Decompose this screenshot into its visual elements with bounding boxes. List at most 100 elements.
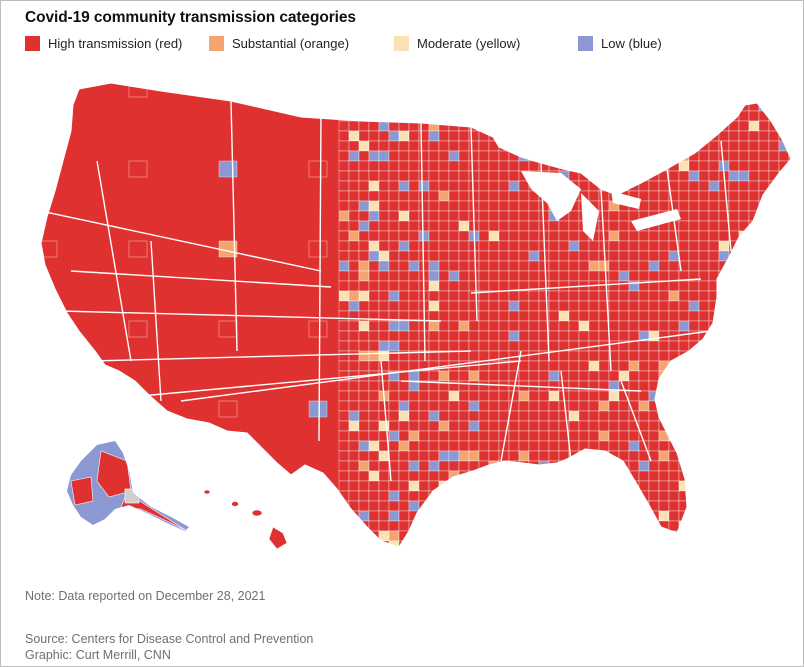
county-high xyxy=(338,180,350,192)
county-low xyxy=(448,450,460,462)
county-high xyxy=(348,380,360,392)
county-high xyxy=(458,230,470,242)
county-moderate xyxy=(368,180,380,192)
county-high xyxy=(448,400,460,412)
county-high xyxy=(578,240,590,252)
county-high xyxy=(528,360,540,372)
county-high xyxy=(688,220,700,232)
county-high xyxy=(608,510,620,522)
county-high xyxy=(718,220,730,232)
county-high xyxy=(748,280,760,292)
county-high xyxy=(358,230,370,242)
county-low xyxy=(428,110,440,122)
county-high xyxy=(488,390,500,402)
county-high xyxy=(408,160,420,172)
lower-48-outline xyxy=(40,82,792,548)
county-substantial xyxy=(388,530,400,542)
county-high xyxy=(458,440,470,452)
county-high xyxy=(718,480,730,492)
county-high xyxy=(548,220,560,232)
county-high xyxy=(508,530,520,542)
county-high xyxy=(618,250,630,262)
county-high xyxy=(638,90,650,102)
county-high xyxy=(358,390,370,402)
county-high xyxy=(628,320,640,332)
county-high xyxy=(788,330,791,342)
county-high xyxy=(738,300,750,312)
county-high xyxy=(518,320,530,332)
county-high xyxy=(488,83,500,92)
county-high xyxy=(438,390,450,402)
county-high xyxy=(738,120,750,132)
county-substantial xyxy=(358,90,370,102)
county-high xyxy=(708,300,720,312)
county-high xyxy=(758,440,770,452)
county-substantial xyxy=(748,410,760,422)
county-high xyxy=(718,510,730,522)
county-high xyxy=(778,540,790,547)
county-high xyxy=(448,530,460,542)
county-high xyxy=(568,360,580,372)
county-high xyxy=(788,210,791,222)
county-high xyxy=(338,320,350,332)
county-high xyxy=(548,340,560,352)
county-high xyxy=(498,83,510,92)
county-high xyxy=(708,250,720,262)
county-high xyxy=(428,450,440,462)
county-high xyxy=(518,470,530,482)
county-high xyxy=(768,350,780,362)
county-high xyxy=(388,360,400,372)
county-high xyxy=(448,250,460,262)
county-high xyxy=(348,170,360,182)
county-high xyxy=(578,120,590,132)
county-high xyxy=(778,410,790,422)
county-high xyxy=(598,150,610,162)
county-high xyxy=(768,500,780,512)
county-high xyxy=(398,380,410,392)
county-high xyxy=(478,320,490,332)
county-high xyxy=(768,190,780,202)
county-high xyxy=(738,370,750,382)
county-high xyxy=(728,250,740,262)
county-high xyxy=(478,490,490,502)
county-high xyxy=(448,420,460,432)
county-high xyxy=(768,480,780,492)
county-high xyxy=(638,520,650,532)
county-high xyxy=(618,90,630,102)
county-high xyxy=(758,360,770,372)
county-high xyxy=(778,300,790,312)
county-high xyxy=(548,540,560,547)
county-high xyxy=(628,540,640,547)
county-high xyxy=(368,530,380,542)
county-high xyxy=(498,240,510,252)
county-low xyxy=(448,270,460,282)
county-high xyxy=(598,120,610,132)
county-high xyxy=(668,380,680,392)
county-high xyxy=(698,350,710,362)
county-high xyxy=(458,290,470,302)
county-high xyxy=(718,500,730,512)
county-moderate xyxy=(678,520,690,532)
county-high xyxy=(408,110,420,122)
county-high xyxy=(488,190,500,202)
county-high xyxy=(378,490,390,502)
county-high xyxy=(688,290,700,302)
county-high xyxy=(358,300,370,312)
county-high xyxy=(528,240,540,252)
county-high xyxy=(368,220,380,232)
county-high xyxy=(778,360,790,372)
county-low xyxy=(408,380,420,392)
county-high xyxy=(638,180,650,192)
county-high xyxy=(718,150,730,162)
county-high xyxy=(348,330,360,342)
county-high xyxy=(698,490,710,502)
county-high xyxy=(738,450,750,462)
county-low xyxy=(738,440,750,452)
county-high xyxy=(628,380,640,392)
county-high xyxy=(438,110,450,122)
county-high xyxy=(718,430,730,442)
county-high xyxy=(488,170,500,182)
county-high xyxy=(478,410,490,422)
county-high xyxy=(498,150,510,162)
county-high xyxy=(738,340,750,352)
